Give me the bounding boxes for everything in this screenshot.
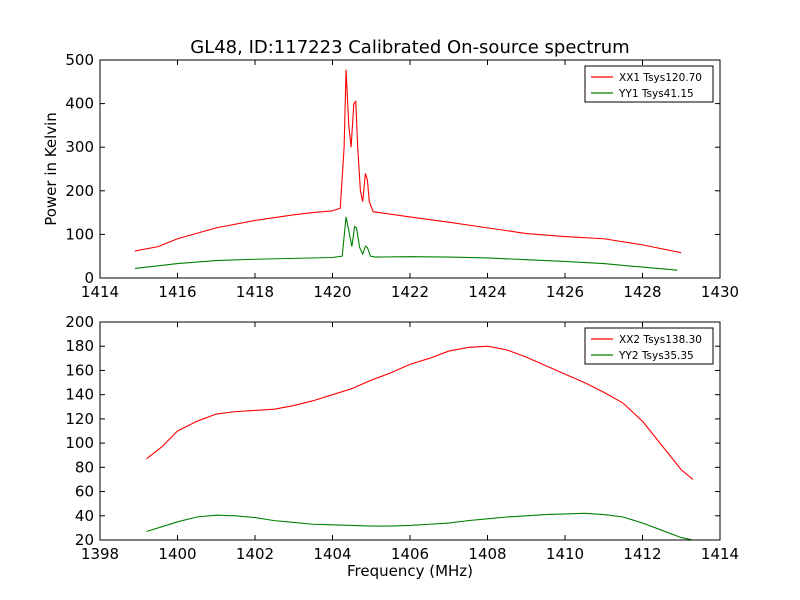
legend-entry: XX1 Tsys120.70 (619, 72, 702, 84)
x-tick-label: 1414 (701, 545, 739, 563)
x-tick-label: 1406 (391, 545, 429, 563)
y-tick-label: 60 (75, 483, 94, 501)
y-tick-label: 140 (65, 386, 94, 404)
y-tick-label: 120 (65, 410, 94, 428)
x-tick-label: 1422 (391, 283, 429, 301)
legend-box (584, 327, 714, 365)
x-tick-label: 1426 (546, 283, 584, 301)
y-tick-label: 200 (65, 182, 94, 200)
legend: XX2 Tsys138.30 YY2 Tsys35.35 (584, 327, 714, 365)
x-tick-label: 1402 (236, 545, 274, 563)
legend: XX1 Tsys120.70 YY1 Tsys41.15 (584, 65, 714, 103)
y-tick-label: 20 (75, 531, 94, 549)
series-line-1-1 (134, 69, 682, 254)
subplot-1: 1414 1416 1418 1420 1422 1424 1426 1428 1430 0 100… (42, 51, 739, 301)
y-tick-label: 500 (65, 51, 94, 69)
x-tick-label: 1418 (236, 283, 274, 301)
series-line-2-1 (146, 345, 694, 480)
legend-entry: YY1 Tsys41.15 (618, 88, 694, 100)
x-tick-label: 1430 (701, 283, 739, 301)
x-axis-label: Frequency (MHz) (347, 562, 473, 580)
x-tick-label: 1416 (158, 283, 196, 301)
x-tick-label: 1408 (468, 545, 506, 563)
y-tick-label: 300 (65, 138, 94, 156)
legend-entry: XX2 Tsys138.30 (619, 334, 702, 346)
x-tick-label: 1420 (313, 283, 351, 301)
y-tick-label: 40 (75, 507, 94, 525)
x-tick-label: 1410 (546, 545, 584, 563)
x-tick-label: 1404 (313, 545, 351, 563)
chart-title: GL48, ID:117223 Calibrated On-source spe… (190, 37, 629, 58)
y-tick-label: 180 (65, 337, 94, 355)
subplot-2: 1398 1400 1402 1404 1406 1408 1410 1412 1414 20 40… (65, 313, 739, 580)
y-tick-label: 100 (65, 434, 94, 452)
y-tick-label: 100 (65, 225, 94, 243)
y-tick-label: 0 (84, 269, 94, 287)
legend-box (584, 65, 714, 103)
y-tick-label: 80 (75, 458, 94, 476)
x-tick-label: 1424 (468, 283, 506, 301)
y-tick-label: 160 (65, 361, 94, 379)
y-tick-label: 400 (65, 95, 94, 113)
series-line-2-2 (146, 512, 693, 541)
y-axis-label: Power in Kelvin (42, 112, 60, 226)
y-tick-label: 200 (65, 313, 94, 331)
series-line-1-2 (134, 216, 678, 271)
x-tick-label: 1400 (158, 545, 196, 563)
x-tick-label: 1428 (623, 283, 661, 301)
x-tick-label: 1414 (81, 283, 119, 301)
x-tick-label: 1398 (81, 545, 119, 563)
x-tick-label: 1412 (623, 545, 661, 563)
legend-entry: YY2 Tsys35.35 (618, 350, 694, 362)
